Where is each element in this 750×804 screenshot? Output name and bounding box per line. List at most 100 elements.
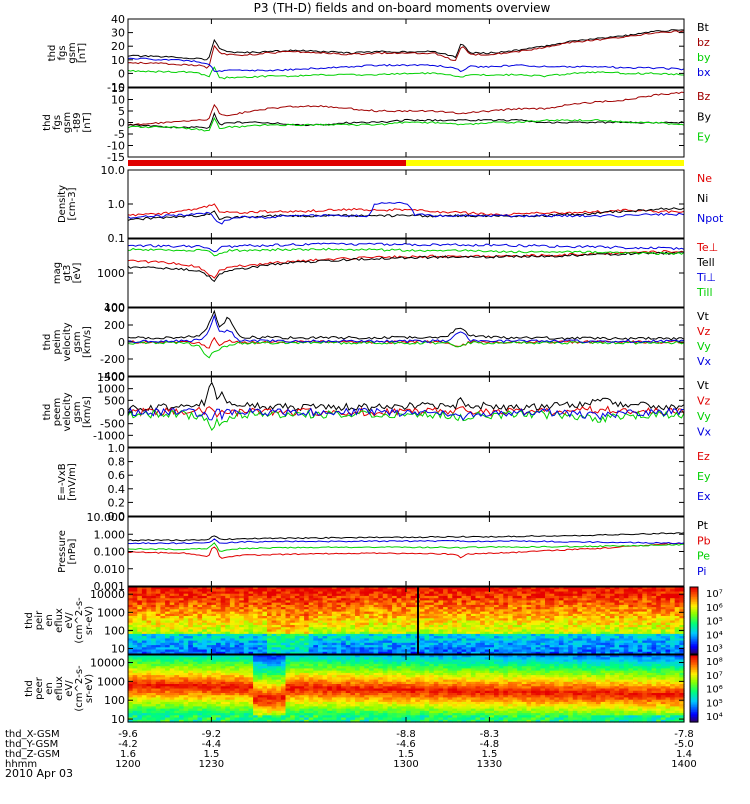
y-tick-label: 0.1 (108, 232, 126, 245)
colorbar-tick-label: 10⁵ (706, 617, 723, 628)
series-line-Vt (128, 311, 684, 340)
y-tick-label: 40 (111, 13, 125, 26)
legend-entry: Ey (697, 131, 711, 144)
legend-entry: Pe (697, 550, 710, 563)
y-tick-label: 10000 (90, 588, 125, 601)
series-line-Te⊥ (128, 251, 684, 279)
y-tick-label: 10.000 (87, 511, 126, 524)
legend-entry: Ti⊥ (696, 271, 716, 284)
series-line-Tell (128, 252, 684, 281)
legend-entry: Ex (697, 490, 711, 503)
colorbar-tick-label: 10⁴ (706, 630, 723, 641)
y-tick-label: 10 (111, 54, 125, 67)
y-axis-label: [km/s] (82, 396, 93, 428)
legend-entry: Vx (697, 355, 712, 368)
y-tick-label: 1000 (97, 267, 125, 280)
legend-entry: Tell (696, 256, 715, 269)
y-tick-label: 0.2 (108, 496, 126, 509)
legend-entry: Bz (697, 90, 711, 103)
colorbar-tick-label: 10³ (706, 644, 723, 655)
y-axis-label: sr-eV) (84, 606, 95, 635)
legend-entry: Npot (697, 212, 724, 225)
panel-frame (128, 448, 684, 516)
y-axis-label: [nT] (82, 112, 93, 132)
panel-frame (128, 239, 684, 307)
legend-entry: bz (697, 36, 710, 49)
legend-entry: Pb (697, 534, 711, 547)
legend-entry: Vt (697, 379, 710, 392)
series-line-Till (128, 248, 684, 256)
y-tick-label: 10 (111, 643, 125, 656)
spectrogram-cells (128, 587, 685, 655)
legend-entry: Pi (697, 565, 706, 578)
legend-entry: bx (697, 66, 711, 79)
legend-entry: Vt (697, 310, 710, 323)
y-tick-label: 10.0 (101, 164, 126, 177)
y-tick-label: 0.8 (108, 456, 126, 469)
plot-title: P3 (TH-D) fields and on-board moments ov… (254, 1, 551, 15)
y-tick-label: 0.100 (94, 546, 126, 559)
legend-entry: Vy (697, 340, 711, 353)
y-axis-label: [mV/m] (67, 463, 78, 501)
legend-entry: Pt (697, 519, 709, 532)
y-tick-label: 1.000 (94, 528, 126, 541)
y-axis-label: [nT] (77, 43, 88, 63)
y-axis-label: [nPa] (67, 538, 78, 564)
legend-entry: Bt (697, 21, 710, 34)
legend-entry: by (697, 51, 711, 64)
y-axis-label: [eV] (72, 263, 83, 284)
spectrogram-cells (128, 655, 685, 723)
series-line-by (128, 67, 684, 79)
y-tick-label: 400 (104, 302, 125, 315)
y-tick-label: -200 (100, 353, 125, 366)
y-tick-label: 0 (118, 336, 125, 349)
y-tick-label: 30 (111, 27, 125, 40)
y-tick-label: 0.010 (94, 563, 126, 576)
legend-entry: Ey (697, 470, 711, 483)
colorbar-tick-label: 10⁶ (706, 603, 723, 614)
legend-entry: Vy (697, 410, 711, 423)
series-line-bx (128, 58, 684, 71)
legend-entry: Te⊥ (696, 241, 718, 254)
panel-frame (128, 517, 684, 586)
y-tick-label: 0.4 (108, 483, 126, 496)
y-tick-label: 0.6 (108, 469, 126, 482)
series-line-Pi (128, 539, 684, 544)
y-tick-label: 100 (104, 624, 125, 637)
y-tick-label: -15 (107, 151, 125, 164)
series-line-Vt (128, 383, 684, 412)
y-axis-label: [cm-3] (67, 187, 78, 220)
y-tick-label: 1000 (97, 606, 125, 619)
y-tick-label: 200 (104, 319, 125, 332)
panel-pressure: PtPbPePi10.0001.0000.1000.0100.001Pressu… (57, 511, 711, 593)
legend-entry: Till (696, 286, 713, 299)
legend-entry: Vx (697, 426, 712, 439)
legend-entry: Ne (697, 172, 712, 185)
series-line-Ey (128, 118, 684, 131)
legend-entry: Vz (697, 325, 711, 338)
y-tick-label: -1000 (93, 429, 125, 442)
series-line-Pt (128, 533, 684, 541)
y-tick-label: 20 (111, 40, 125, 53)
legend-entry: By (697, 110, 712, 123)
legend-entry: Ez (697, 450, 710, 463)
y-tick-label: 1.0 (108, 442, 126, 455)
y-tick-label: 0 (118, 67, 125, 80)
y-axis-label: [km/s] (82, 326, 93, 358)
legend-entry: Ni (697, 192, 708, 205)
y-tick-label: 1.0 (108, 198, 126, 211)
legend-entry: Vz (697, 395, 711, 408)
